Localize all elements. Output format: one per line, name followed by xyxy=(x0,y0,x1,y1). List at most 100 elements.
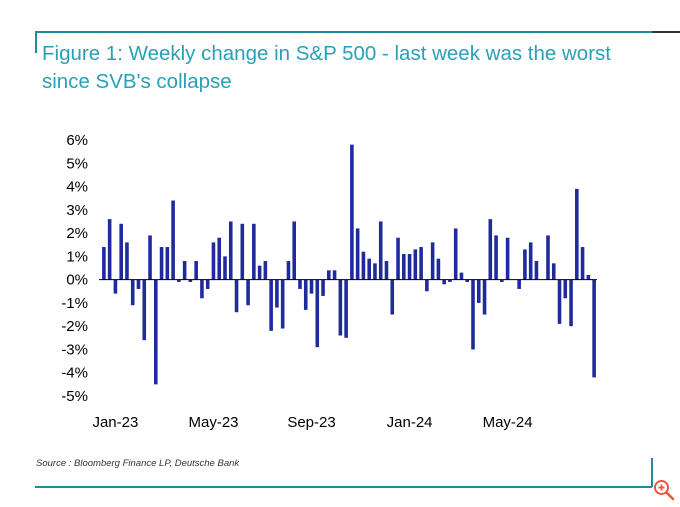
bar-week-62 xyxy=(453,228,458,280)
bar-week-47 xyxy=(367,258,371,280)
bar-week-75 xyxy=(528,242,533,280)
bar-week-85 xyxy=(586,274,591,280)
bar-week-28 xyxy=(257,265,262,280)
bar-week-18 xyxy=(200,279,204,299)
bar-week-9 xyxy=(148,235,152,280)
bar-week-76 xyxy=(534,261,539,280)
bar-week-39 xyxy=(321,279,325,296)
bar-week-74 xyxy=(523,249,527,280)
bar-week-23 xyxy=(228,221,233,280)
bar-week-70 xyxy=(500,279,504,282)
bar-week-51 xyxy=(390,279,395,315)
bar-week-54 xyxy=(407,254,412,280)
figure-title: Figure 1: Weekly change in S&P 500 - las… xyxy=(42,42,611,93)
bottom-rule xyxy=(35,486,652,488)
bar-week-48 xyxy=(373,263,377,280)
x-tick-label: May-23 xyxy=(188,414,238,431)
bar-week-68 xyxy=(488,219,493,280)
bar-week-4 xyxy=(119,223,123,280)
bar-week-81 xyxy=(563,279,568,299)
bar-series xyxy=(102,144,596,385)
bar-week-25 xyxy=(240,223,245,280)
bar-week-16 xyxy=(188,279,193,282)
bar-week-7 xyxy=(136,279,141,289)
bar-week-65 xyxy=(471,279,475,350)
bar-week-56 xyxy=(419,247,423,280)
bar-week-78 xyxy=(546,235,550,280)
bar-week-61 xyxy=(448,279,452,282)
right-rule xyxy=(651,458,653,487)
bar-week-19 xyxy=(205,279,210,289)
x-tick-label: Sep-23 xyxy=(287,414,335,431)
bar-week-44 xyxy=(350,144,354,280)
y-tick-label: -1% xyxy=(61,295,88,312)
bar-week-79 xyxy=(551,263,556,280)
bar-week-24 xyxy=(234,279,239,313)
bar-week-57 xyxy=(425,279,429,292)
zoom-in-icon[interactable] xyxy=(652,478,676,502)
bar-week-32 xyxy=(280,279,285,329)
bar-week-33 xyxy=(286,261,291,280)
bar-week-73 xyxy=(517,279,521,289)
bar-week-13 xyxy=(171,200,175,280)
bar-week-35 xyxy=(298,279,302,289)
bar-week-59 xyxy=(436,258,441,280)
x-tick-label: Jan-23 xyxy=(92,414,138,431)
bar-week-53 xyxy=(402,254,406,280)
bar-week-67 xyxy=(482,279,487,315)
bar-week-29 xyxy=(263,261,268,280)
bar-week-37 xyxy=(309,279,314,294)
bar-week-8 xyxy=(142,279,147,341)
bar-week-31 xyxy=(275,279,279,308)
bar-week-80 xyxy=(557,279,562,324)
bar-week-86 xyxy=(592,279,596,378)
bar-week-34 xyxy=(292,221,296,280)
bar-week-30 xyxy=(269,279,273,331)
bar-week-63 xyxy=(459,272,464,280)
y-tick-label: 1% xyxy=(66,248,88,265)
y-tick-label: -2% xyxy=(61,318,88,335)
bar-week-6 xyxy=(130,279,135,306)
bar-week-20 xyxy=(211,242,216,280)
bar-week-11 xyxy=(159,247,164,280)
y-tick-label: 5% xyxy=(66,155,88,172)
bar-week-45 xyxy=(355,228,360,280)
bar-week-52 xyxy=(396,237,400,280)
bar-week-2 xyxy=(107,219,112,280)
bar-week-21 xyxy=(217,237,222,280)
bar-week-5 xyxy=(125,242,129,280)
bar-week-71 xyxy=(505,237,510,280)
bar-week-22 xyxy=(223,256,227,280)
bar-week-3 xyxy=(113,279,118,294)
bar-week-42 xyxy=(338,279,343,336)
top-rule-dark xyxy=(652,31,680,33)
y-tick-label: 0% xyxy=(66,272,88,289)
top-rule xyxy=(35,31,678,33)
y-tick-label: 3% xyxy=(66,202,88,219)
y-tick-label: -5% xyxy=(61,388,88,405)
bar-week-14 xyxy=(177,279,181,282)
bar-week-83 xyxy=(575,188,579,280)
bar-week-36 xyxy=(303,279,308,310)
y-tick-label: 6% xyxy=(66,132,88,149)
bar-week-27 xyxy=(252,223,256,280)
bar-week-40 xyxy=(327,270,331,280)
bar-week-10 xyxy=(154,279,158,385)
x-tick-label: May-24 xyxy=(483,414,533,431)
x-tick-label: Jan-24 xyxy=(387,414,433,431)
bar-week-60 xyxy=(442,279,446,285)
bar-week-15 xyxy=(182,261,187,280)
bar-week-84 xyxy=(580,247,585,280)
bar-week-26 xyxy=(246,279,250,306)
bar-week-43 xyxy=(344,279,348,338)
bar-week-41 xyxy=(332,270,337,280)
bar-week-49 xyxy=(378,221,383,280)
bar-week-66 xyxy=(476,279,481,303)
y-tick-label: -4% xyxy=(61,365,88,382)
y-axis-tick-labels: 6% 5% 4% 3% 2% 1% 0% -1% -2% -3% -4% -5% xyxy=(61,132,88,405)
source-note: Source : Bloomberg Finance LP, Deutsche … xyxy=(36,458,240,469)
bar-week-82 xyxy=(569,279,573,327)
bar-week-58 xyxy=(430,242,435,280)
y-tick-label: 2% xyxy=(66,225,88,242)
